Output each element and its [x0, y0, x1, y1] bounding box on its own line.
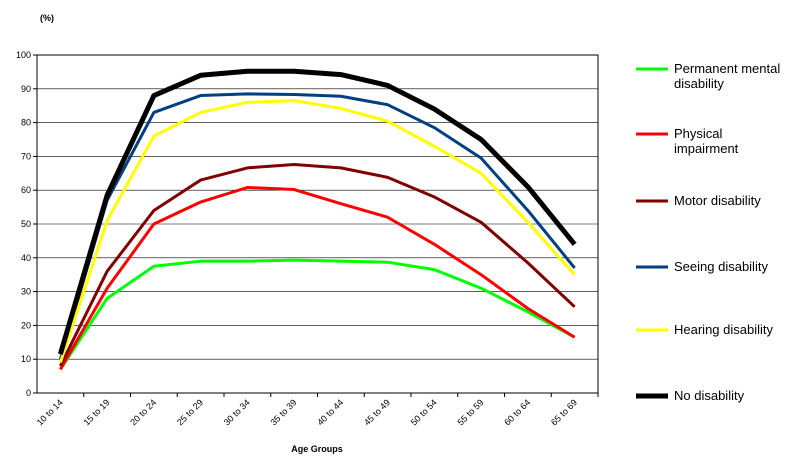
x-tick-label: 15 to 19 — [81, 397, 111, 427]
x-tick-label: 55 to 59 — [455, 397, 485, 427]
series-line — [59, 258, 576, 371]
x-tick-label: 20 to 24 — [128, 397, 158, 427]
x-tick-label: 10 to 14 — [35, 397, 65, 427]
x-tick-label: 45 to 49 — [362, 397, 392, 427]
legend-label: Motor disability — [674, 193, 761, 208]
legend-label: Physical impairment — [674, 126, 739, 156]
x-tick-label: 40 to 44 — [315, 397, 345, 427]
legend-label: Hearing disability — [674, 322, 773, 337]
x-tick-label: 65 to 69 — [549, 397, 579, 427]
x-tick-label: 35 to 39 — [268, 397, 298, 427]
x-tick-label: 60 to 64 — [502, 397, 532, 427]
series-line — [57, 68, 577, 355]
y-tick-label: 100 — [16, 50, 31, 60]
y-tick-label: 80 — [21, 118, 31, 128]
y-tick-label: 0 — [26, 388, 31, 398]
x-tick-label: 25 to 29 — [175, 397, 205, 427]
y-tick-label: 40 — [21, 253, 31, 263]
legend-label: Permanent mental disability — [674, 61, 781, 91]
legend-label: No disability — [674, 388, 745, 403]
series-line — [59, 163, 576, 367]
y-tick-label: 10 — [21, 354, 31, 364]
y-tick-label: 70 — [21, 151, 31, 161]
x-axis-title: Age Groups — [291, 444, 343, 454]
y-tick-label: 60 — [21, 185, 31, 195]
y-unit-label: (%) — [40, 13, 54, 23]
y-tick-label: 20 — [21, 320, 31, 330]
y-tick-label: 50 — [21, 219, 31, 229]
x-tick-label: 30 to 34 — [222, 397, 252, 427]
y-tick-label: 30 — [21, 287, 31, 297]
series-line — [59, 185, 576, 371]
series-line — [58, 92, 576, 360]
x-tick-label: 50 to 54 — [409, 397, 439, 427]
y-tick-label: 90 — [21, 84, 31, 94]
series-line — [58, 99, 576, 364]
legend-label: Seeing disability — [674, 259, 768, 274]
